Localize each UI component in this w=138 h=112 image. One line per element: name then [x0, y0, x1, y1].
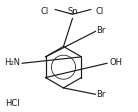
Text: OH: OH	[110, 58, 123, 67]
Text: Cl: Cl	[95, 7, 104, 16]
Text: HCl: HCl	[6, 99, 20, 108]
Text: Cl: Cl	[41, 7, 49, 16]
Text: Br: Br	[96, 26, 105, 35]
Text: Sn: Sn	[67, 7, 78, 16]
Text: H₂N: H₂N	[4, 58, 20, 67]
Text: Br: Br	[96, 90, 105, 99]
